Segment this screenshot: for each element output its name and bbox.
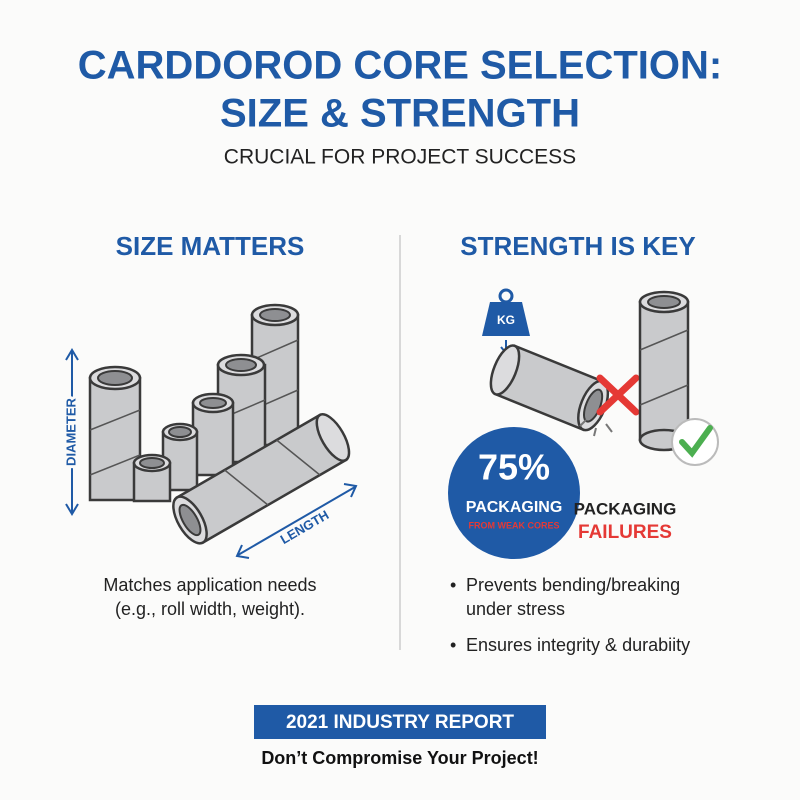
illustration-shape [254,705,546,739]
illustration-shape [448,427,580,559]
illustration-shape [65,348,79,516]
description: Matches application needs [103,575,316,595]
tagline: Don’t Compromise Your Project! [261,748,538,768]
title: CARDDOROD CORE SELECTION: [78,44,722,88]
stat-sublabel: FROM WEAK CORES [469,520,560,530]
bullet: Ensures integrity & durabiity [466,635,690,655]
illustration-shape [489,344,521,396]
illustration-shape: DIAMETER [60,348,81,516]
illustration-shape [199,397,227,409]
illustration-shape [88,376,142,502]
stat-label: PACKAGING [466,499,563,516]
bullet-dot: • [450,575,456,595]
illustration-shape [259,308,291,322]
axis-label: DIAMETER [63,397,78,466]
illustration-shape [596,374,640,416]
illustration-shape [235,483,358,559]
illustration-shape [168,426,192,438]
illustration-shape [237,486,356,556]
illustration-shape [225,358,257,372]
illustration-shape [489,344,610,432]
bullet: under stress [466,599,565,619]
heading: SIZE MATTERS [116,231,305,261]
illustration-shape [224,439,321,506]
weight-label: KG [497,313,515,327]
bullet: Prevents bending/breaking [466,575,680,595]
callout: FAILURES [578,522,672,543]
bullet-dot: • [450,635,456,655]
illustration-shape [97,370,133,386]
illustration-shape [638,300,690,442]
illustration-shape [579,419,613,437]
illustration-shape [639,329,689,406]
illustration-shape [178,503,202,537]
illustration-shape [89,409,141,476]
illustration-shape [679,425,713,458]
illustration-shape [172,413,351,545]
title: SIZE & STRENGTH [220,92,580,136]
illustration-shape [482,302,530,336]
illustration-shape [191,401,235,477]
illustration-shape [88,303,300,503]
illustration-shape [139,457,165,469]
description: (e.g., roll width, weight). [115,599,305,619]
stat-value: 75% [478,447,550,488]
illustration-shape: KG [482,288,530,355]
illustration-shape [315,413,351,462]
heading: STRENGTH IS KEY [460,231,695,261]
footer-banner: 2021 INDUSTRY REPORT [286,712,514,733]
illustration-shape [647,295,681,309]
callout: PACKAGING [574,499,677,518]
subtitle: CRUCIAL FOR PROJECT SUCCESS [224,146,576,169]
